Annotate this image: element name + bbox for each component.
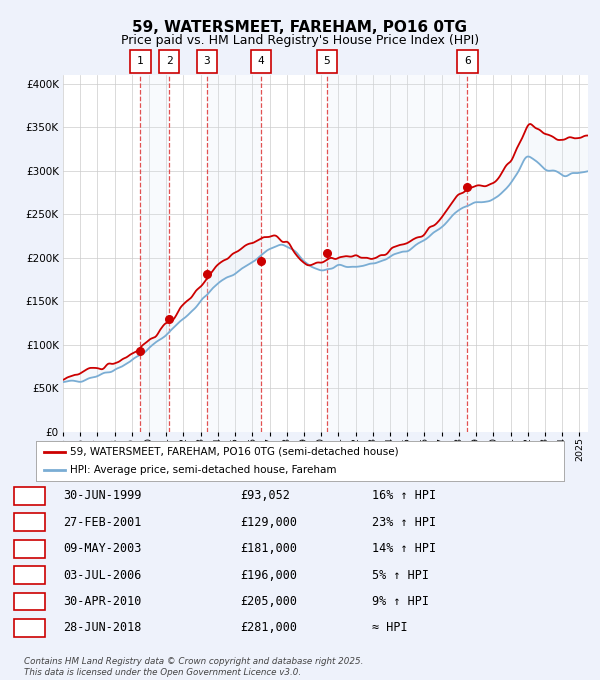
FancyBboxPatch shape: [14, 619, 45, 636]
FancyBboxPatch shape: [14, 513, 45, 531]
FancyBboxPatch shape: [14, 566, 45, 584]
FancyBboxPatch shape: [457, 50, 478, 73]
Text: 4: 4: [257, 56, 265, 66]
Text: 2: 2: [26, 516, 33, 529]
FancyBboxPatch shape: [14, 487, 45, 505]
Text: Contains HM Land Registry data © Crown copyright and database right 2025.
This d: Contains HM Land Registry data © Crown c…: [24, 657, 364, 677]
Text: 30-JUN-1999: 30-JUN-1999: [63, 490, 142, 503]
FancyBboxPatch shape: [317, 50, 337, 73]
Text: 6: 6: [464, 56, 471, 66]
Text: £196,000: £196,000: [240, 568, 297, 581]
Text: 09-MAY-2003: 09-MAY-2003: [63, 542, 142, 556]
Text: 5: 5: [26, 595, 33, 608]
Text: 59, WATERSMEET, FAREHAM, PO16 0TG (semi-detached house): 59, WATERSMEET, FAREHAM, PO16 0TG (semi-…: [70, 447, 399, 457]
Text: £281,000: £281,000: [240, 622, 297, 634]
Text: 30-APR-2010: 30-APR-2010: [63, 595, 142, 608]
Text: 4: 4: [26, 568, 33, 581]
Text: Price paid vs. HM Land Registry's House Price Index (HPI): Price paid vs. HM Land Registry's House …: [121, 34, 479, 48]
Text: £129,000: £129,000: [240, 516, 297, 529]
Text: 9% ↑ HPI: 9% ↑ HPI: [372, 595, 429, 608]
Text: 59, WATERSMEET, FAREHAM, PO16 0TG: 59, WATERSMEET, FAREHAM, PO16 0TG: [133, 20, 467, 35]
FancyBboxPatch shape: [14, 592, 45, 611]
Text: 5% ↑ HPI: 5% ↑ HPI: [372, 568, 429, 581]
FancyBboxPatch shape: [130, 50, 151, 73]
FancyBboxPatch shape: [251, 50, 271, 73]
Text: 1: 1: [137, 56, 144, 66]
Bar: [327, 75, 467, 432]
Text: 14% ↑ HPI: 14% ↑ HPI: [372, 542, 436, 556]
Text: 3: 3: [203, 56, 210, 66]
Text: £205,000: £205,000: [240, 595, 297, 608]
Text: 2: 2: [166, 56, 173, 66]
Bar: [207, 75, 261, 432]
Text: HPI: Average price, semi-detached house, Fareham: HPI: Average price, semi-detached house,…: [70, 465, 337, 475]
FancyBboxPatch shape: [159, 50, 179, 73]
Text: 3: 3: [26, 542, 33, 556]
Text: 6: 6: [26, 622, 33, 634]
Text: 03-JUL-2006: 03-JUL-2006: [63, 568, 142, 581]
Text: £93,052: £93,052: [240, 490, 290, 503]
Text: 27-FEB-2001: 27-FEB-2001: [63, 516, 142, 529]
Text: £181,000: £181,000: [240, 542, 297, 556]
Text: ≈ HPI: ≈ HPI: [372, 622, 407, 634]
Text: 5: 5: [323, 56, 330, 66]
Text: 16% ↑ HPI: 16% ↑ HPI: [372, 490, 436, 503]
Bar: [140, 75, 169, 432]
Text: 23% ↑ HPI: 23% ↑ HPI: [372, 516, 436, 529]
FancyBboxPatch shape: [14, 540, 45, 558]
FancyBboxPatch shape: [197, 50, 217, 73]
Text: 28-JUN-2018: 28-JUN-2018: [63, 622, 142, 634]
Text: 1: 1: [26, 490, 33, 503]
